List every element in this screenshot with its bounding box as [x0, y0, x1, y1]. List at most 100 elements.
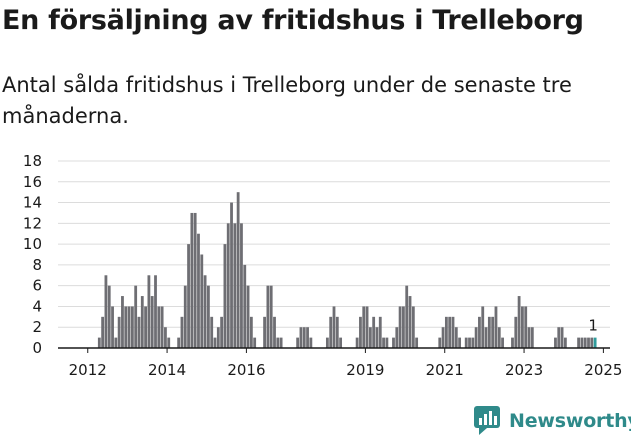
- bar: [408, 296, 412, 348]
- bar: [580, 337, 584, 348]
- bar: [203, 275, 207, 348]
- bar: [375, 327, 379, 348]
- y-tick-label: 14: [23, 194, 42, 212]
- y-axis-ticks: 0 2 4 6 8 10 12 14 16 18: [23, 152, 42, 357]
- bar: [355, 337, 359, 348]
- bar: [213, 337, 217, 348]
- bar: [223, 244, 227, 348]
- bar: [478, 316, 481, 348]
- x-tick-label: 2019: [346, 361, 384, 379]
- bar: [405, 285, 409, 348]
- bar: [226, 223, 230, 348]
- bar: [458, 337, 462, 348]
- bar: [157, 306, 161, 348]
- bar: [563, 337, 567, 348]
- bar: [471, 337, 475, 348]
- bar: [448, 316, 452, 348]
- bar: [335, 316, 339, 348]
- bar: [560, 327, 564, 348]
- bar: [154, 275, 157, 348]
- bar: [269, 285, 273, 348]
- bar: [246, 285, 250, 348]
- bar: [216, 327, 220, 348]
- bar: [306, 327, 309, 348]
- bar: [577, 337, 581, 348]
- bar: [411, 306, 415, 348]
- bar: [243, 264, 247, 348]
- bar: [438, 337, 442, 348]
- bar: [220, 316, 224, 348]
- bar: [415, 337, 419, 348]
- bar-series: [97, 192, 597, 348]
- bar: [230, 202, 233, 348]
- bar: [382, 337, 385, 348]
- y-tick-label: 12: [23, 214, 42, 232]
- bar: [127, 306, 131, 348]
- bar: [554, 337, 557, 348]
- bar: [487, 316, 491, 348]
- brand-name: Newsworthy: [509, 410, 631, 432]
- bar: [101, 316, 105, 348]
- gridlines: [58, 160, 610, 328]
- bar: [296, 337, 300, 348]
- bar: [210, 316, 214, 348]
- bar: [299, 327, 303, 348]
- bar: [372, 316, 376, 348]
- bar: [183, 285, 187, 348]
- bar: [514, 316, 518, 348]
- bar: [557, 327, 561, 348]
- bar: [114, 337, 118, 348]
- bar: [362, 306, 366, 348]
- x-tick-label: 2021: [426, 361, 464, 379]
- bar: [124, 306, 128, 348]
- bar: [501, 337, 504, 348]
- bar: [587, 337, 590, 348]
- bar: [164, 327, 167, 348]
- bar: [365, 306, 369, 348]
- bar: [339, 337, 343, 348]
- bar: [150, 296, 154, 348]
- bar: [484, 327, 488, 348]
- bar: [402, 306, 405, 348]
- bar: [144, 306, 147, 348]
- newsworthy-brand[interactable]: Newsworthy: [474, 405, 631, 437]
- bar: [266, 285, 270, 348]
- bar: [378, 316, 382, 348]
- bar: [517, 296, 521, 348]
- bar: [309, 337, 313, 348]
- bar: [521, 306, 524, 348]
- bar: [134, 285, 138, 348]
- bar: [111, 306, 114, 348]
- bar: [468, 337, 471, 348]
- bar: [497, 327, 501, 348]
- bar: [491, 316, 495, 348]
- bar: [206, 285, 210, 348]
- bar: [279, 337, 283, 348]
- y-tick-label: 4: [32, 297, 42, 315]
- bar: [130, 306, 134, 348]
- y-tick-label: 0: [32, 339, 42, 357]
- y-tick-label: 16: [23, 173, 42, 191]
- x-tick-label: 2012: [69, 361, 107, 379]
- bar: [233, 223, 237, 348]
- bar: [193, 212, 197, 348]
- bar: [167, 337, 171, 348]
- x-tick-label: 2025: [584, 361, 622, 379]
- y-tick-label: 6: [32, 277, 42, 295]
- y-tick-label: 18: [23, 152, 42, 170]
- bar: [253, 337, 257, 348]
- x-tick-label: 2014: [148, 361, 186, 379]
- bar: [137, 316, 141, 348]
- bar: [481, 306, 485, 348]
- bar: [441, 327, 445, 348]
- bar: [190, 212, 194, 348]
- bar: [444, 316, 448, 348]
- chart-subtitle: Antal sålda fritidshus i Trelleborg unde…: [2, 73, 572, 128]
- bar: [524, 306, 528, 348]
- bar: [140, 296, 144, 348]
- bar: [325, 337, 329, 348]
- bar: [474, 327, 478, 348]
- bar: [464, 337, 468, 348]
- bar: [395, 327, 399, 348]
- bar: [180, 316, 184, 348]
